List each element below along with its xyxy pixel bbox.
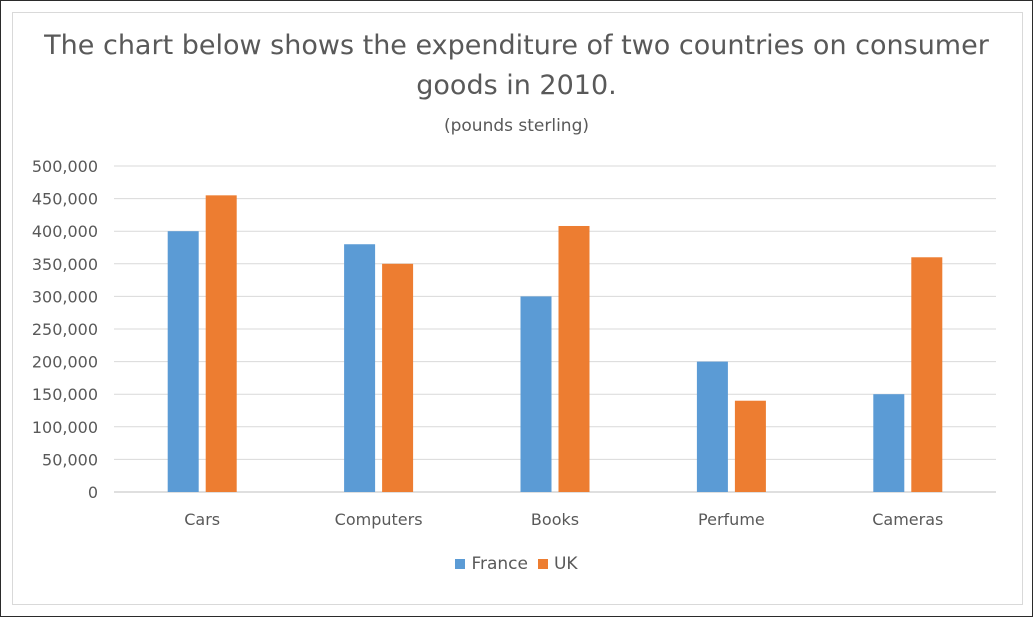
y-tick-label: 250,000	[32, 320, 98, 339]
bar-france-cameras	[873, 394, 905, 492]
bar-france-perfume	[696, 361, 728, 492]
bar-uk-computers	[382, 263, 414, 492]
bar-france-books	[520, 296, 552, 492]
x-tick-label: Books	[531, 510, 579, 529]
y-tick-label: 50,000	[42, 450, 98, 469]
y-tick-label: 200,000	[32, 353, 98, 372]
bar-france-computers	[344, 244, 376, 492]
y-tick-label: 300,000	[32, 287, 98, 306]
chart-subtitle: (pounds sterling)	[443, 116, 590, 136]
x-tick-label: Computers	[335, 510, 423, 529]
chart-title: The chart below shows the expenditure of…	[44, 30, 989, 101]
bar-uk-perfume	[734, 400, 766, 492]
legend-label-uk: UK	[553, 554, 578, 574]
y-tick-label: 100,000	[32, 418, 98, 437]
x-tick-label: Perfume	[698, 510, 765, 529]
y-tick-label: 450,000	[32, 190, 98, 209]
y-tick-label: 500,000	[32, 157, 98, 176]
y-tick-label: 350,000	[32, 255, 98, 274]
bar-france-cars	[167, 231, 199, 492]
bar-uk-cameras	[911, 257, 943, 492]
x-tick-label: Cars	[184, 510, 220, 529]
legend-label-france: France	[471, 554, 528, 574]
x-tick-label: Cameras	[872, 510, 943, 529]
legend-item-france: France	[455, 554, 528, 574]
y-tick-label: 0	[88, 483, 98, 502]
y-tick-label: 400,000	[32, 222, 98, 241]
bar-uk-cars	[205, 195, 237, 492]
legend-item-uk: UK	[537, 554, 578, 574]
legend-swatch-uk	[537, 559, 548, 569]
legend: France UK	[0, 554, 1033, 574]
y-tick-label: 150,000	[32, 385, 98, 404]
legend-swatch-france	[455, 559, 466, 569]
bar-uk-books	[558, 225, 590, 492]
